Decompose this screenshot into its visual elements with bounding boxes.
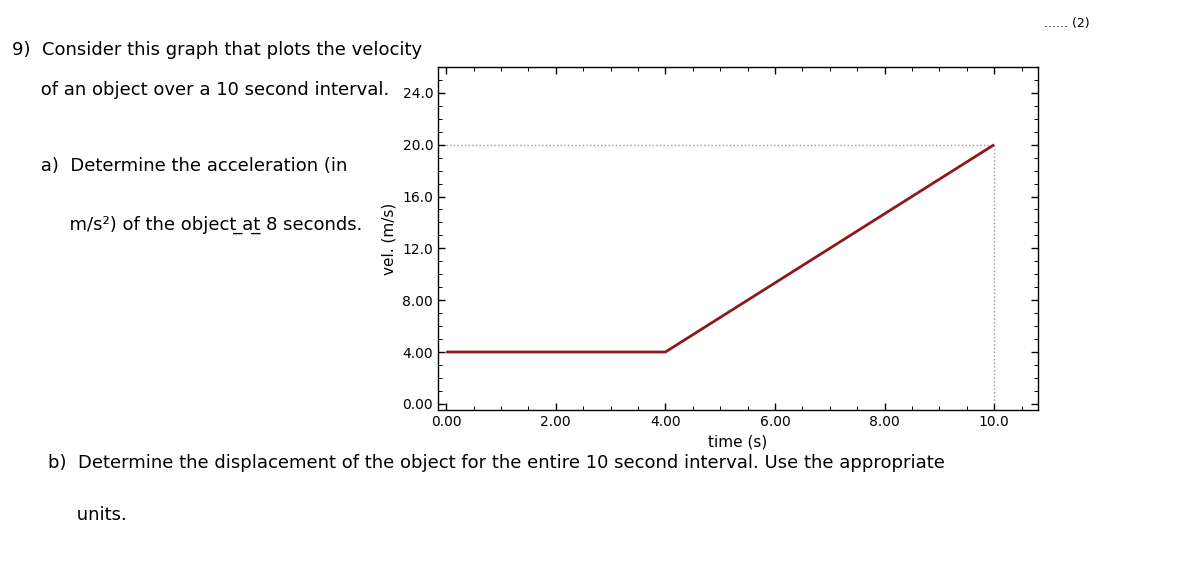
Text: units.: units. — [48, 506, 127, 524]
Text: b)  Determine the displacement of the object for the entire 10 second interval. : b) Determine the displacement of the obj… — [48, 454, 944, 472]
Text: a)  Determine the acceleration (in: a) Determine the acceleration (in — [12, 157, 347, 175]
Text: ...... (2): ...... (2) — [1044, 17, 1090, 30]
Text: of an object over a 10 second interval.: of an object over a 10 second interval. — [12, 81, 389, 100]
Text: 9)  Consider this graph that plots the velocity: 9) Consider this graph that plots the ve… — [12, 41, 422, 59]
Y-axis label: vel. (m/s): vel. (m/s) — [382, 203, 397, 275]
X-axis label: time (s): time (s) — [708, 435, 768, 450]
Text: m/s²) of the object ̲at̲ 8 seconds.: m/s²) of the object ̲at̲ 8 seconds. — [12, 215, 362, 233]
